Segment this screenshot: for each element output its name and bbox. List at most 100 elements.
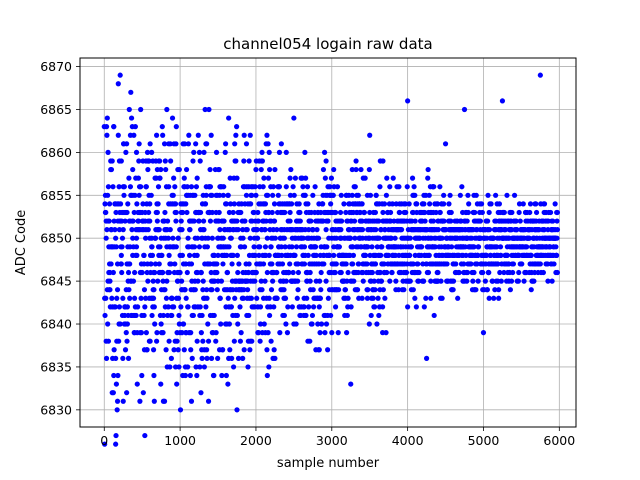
data-point [236, 261, 242, 267]
data-point [182, 141, 188, 147]
data-point [105, 338, 112, 344]
data-point [281, 312, 287, 319]
data-point [198, 269, 204, 276]
data-point [130, 244, 137, 250]
data-point [158, 381, 164, 387]
data-point [474, 261, 480, 267]
data-point [253, 166, 259, 173]
data-point [184, 209, 190, 216]
data-point [191, 218, 197, 224]
data-point [386, 252, 392, 258]
data-point [235, 321, 241, 327]
data-point [150, 278, 156, 284]
data-point [317, 330, 323, 336]
data-point [157, 175, 163, 181]
data-point [209, 287, 215, 293]
data-point [367, 209, 373, 216]
data-point [241, 158, 247, 164]
data-point [317, 295, 324, 301]
data-point [289, 201, 295, 207]
data-point [372, 287, 378, 293]
data-point [232, 141, 238, 147]
data-point [127, 261, 133, 267]
data-point [371, 278, 377, 284]
data-point [529, 269, 535, 276]
data-point [314, 235, 320, 241]
data-point [283, 321, 289, 327]
data-point [381, 201, 388, 207]
data-point [510, 261, 517, 267]
data-point [366, 166, 372, 173]
data-point [109, 295, 115, 301]
data-point [226, 321, 233, 327]
data-point [365, 287, 371, 293]
data-point [197, 209, 204, 216]
data-point [300, 184, 306, 190]
data-point [428, 295, 434, 301]
data-point [439, 235, 445, 241]
data-point [166, 269, 173, 276]
data-point [102, 441, 108, 447]
data-point [441, 192, 447, 198]
data-point [246, 312, 252, 319]
data-point [149, 252, 156, 258]
data-point [224, 269, 230, 276]
data-point [500, 209, 507, 216]
data-point [146, 209, 152, 216]
data-point [167, 364, 173, 370]
data-point [151, 372, 157, 379]
data-point [171, 175, 177, 181]
data-point [201, 364, 207, 370]
data-point [465, 192, 471, 198]
data-point [201, 149, 207, 155]
data-point [188, 347, 194, 353]
data-point [267, 166, 273, 173]
data-point [253, 269, 259, 276]
data-point [348, 381, 354, 387]
data-point [497, 269, 503, 276]
data-point [549, 278, 555, 284]
data-point [346, 227, 352, 233]
data-point [313, 252, 319, 258]
data-point [120, 355, 126, 361]
data-point [198, 390, 204, 396]
data-point [251, 209, 257, 216]
data-point [385, 209, 391, 216]
data-point [211, 372, 217, 379]
data-point [408, 244, 415, 250]
data-point [352, 184, 358, 190]
data-point [302, 149, 308, 155]
data-point [470, 278, 476, 284]
data-point [527, 201, 534, 207]
data-point [286, 269, 292, 276]
data-point [145, 166, 151, 173]
data-point [463, 209, 470, 216]
data-point [450, 278, 457, 284]
data-point [126, 287, 132, 293]
data-point [426, 192, 432, 198]
data-point [364, 244, 370, 250]
data-point [103, 295, 109, 301]
data-point [165, 235, 171, 241]
data-point [364, 261, 370, 267]
data-point [191, 244, 198, 250]
data-point [150, 295, 157, 301]
data-point [486, 209, 492, 216]
data-point [177, 227, 184, 233]
data-point [553, 244, 559, 250]
data-point [258, 278, 264, 284]
data-point [283, 184, 289, 190]
x-axis-ticks: 0 1000 2000 3000 4000 5000 6000 [100, 427, 575, 448]
data-point [149, 244, 155, 250]
data-point [550, 218, 556, 224]
data-point [138, 184, 144, 190]
data-point [132, 269, 138, 276]
y-axis-label: ADC Code [14, 210, 29, 275]
data-point [108, 166, 115, 173]
data-point [183, 295, 189, 301]
data-point [306, 227, 312, 233]
data-point [527, 209, 533, 216]
data-point [113, 441, 119, 447]
y-tick-label: 6850 [40, 231, 72, 246]
data-point [201, 227, 207, 233]
